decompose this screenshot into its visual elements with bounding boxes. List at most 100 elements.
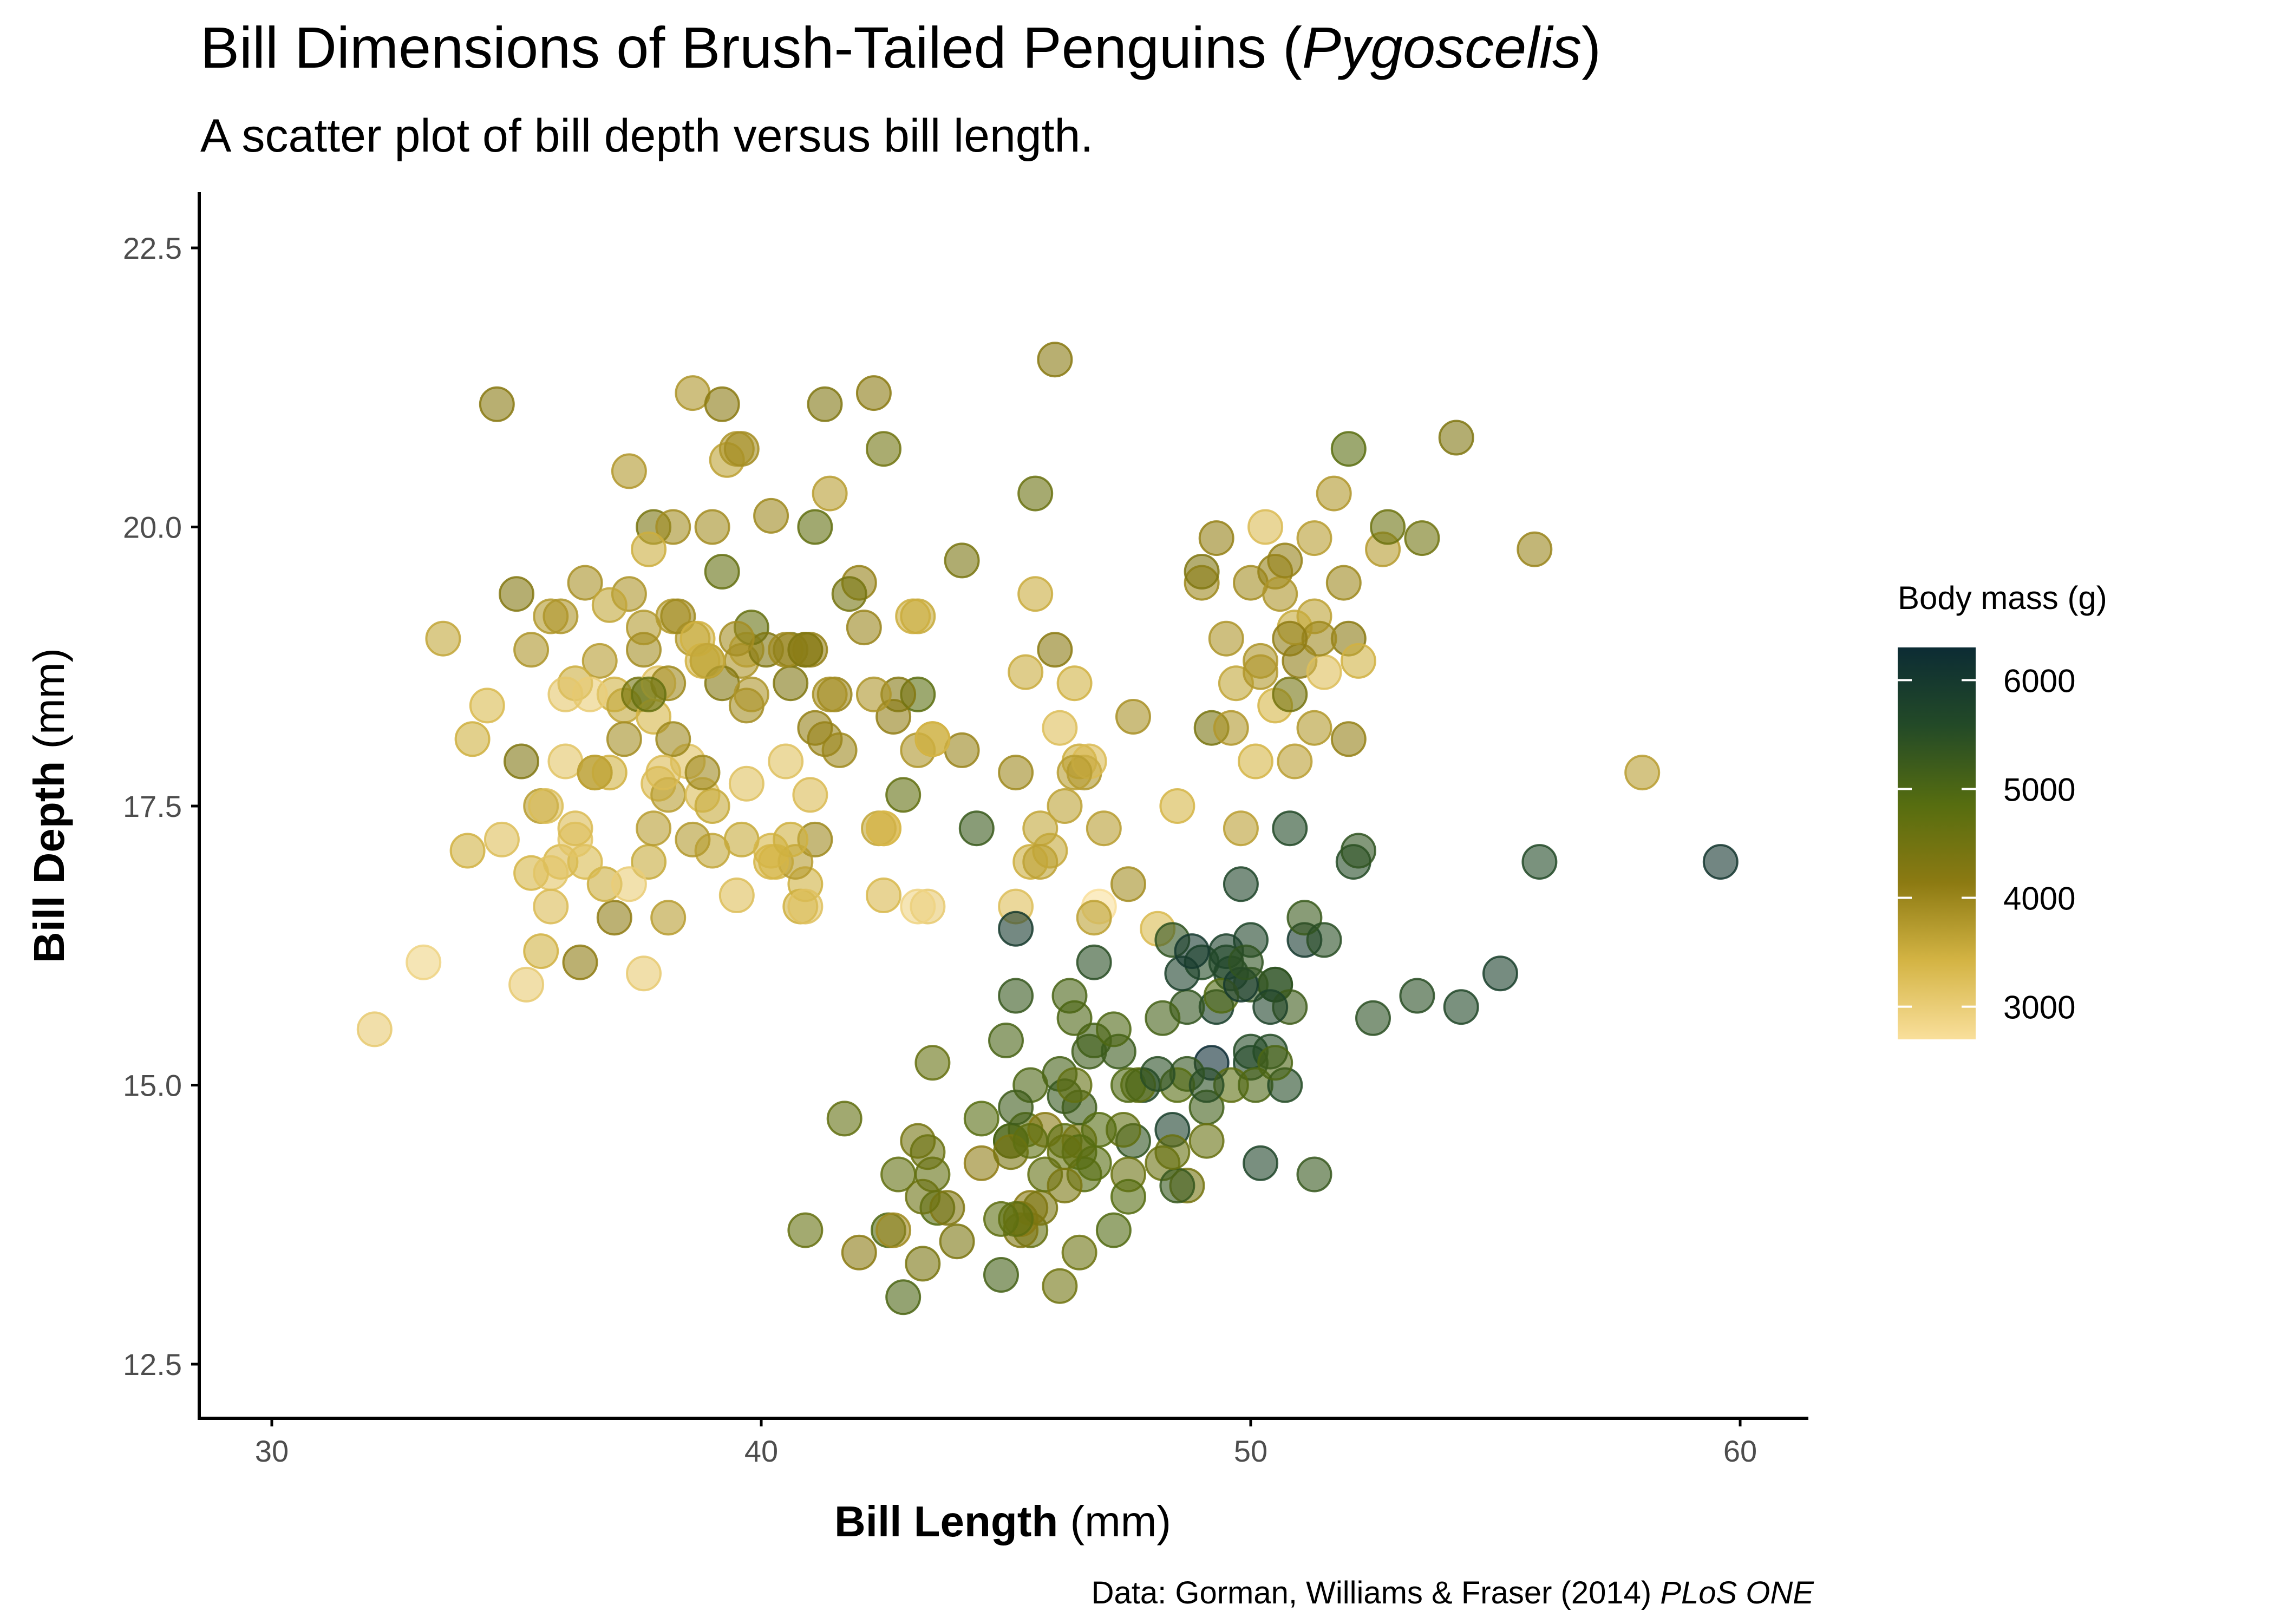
data-point — [1042, 710, 1078, 746]
data-point — [1247, 509, 1284, 545]
data-point — [1482, 955, 1518, 992]
data-point — [483, 821, 520, 857]
data-point — [998, 978, 1034, 1014]
data-point — [1076, 944, 1112, 980]
data-point — [773, 821, 809, 857]
data-point — [1174, 933, 1210, 970]
data-point — [831, 576, 867, 612]
data-point — [513, 632, 550, 668]
data-point — [1223, 810, 1259, 847]
data-point — [1404, 520, 1440, 556]
data-point — [1076, 900, 1112, 936]
data-point — [1296, 710, 1332, 746]
data-point — [846, 610, 882, 646]
data-point — [1159, 788, 1195, 824]
x-axis-title: Bill Length (mm) — [834, 1497, 1171, 1546]
y-axis-title: Bill Depth (mm) — [25, 648, 73, 963]
data-point — [1159, 1168, 1195, 1204]
data-point — [591, 587, 628, 623]
data-point — [885, 1279, 922, 1315]
data-point — [1022, 810, 1058, 847]
data-point — [1228, 944, 1264, 980]
data-point — [998, 755, 1034, 791]
data-point — [1223, 866, 1259, 902]
data-point — [905, 1246, 941, 1282]
data-point — [1521, 844, 1558, 880]
data-point — [1042, 1268, 1078, 1304]
data-point — [626, 955, 662, 992]
data-point — [983, 1257, 1019, 1293]
data-point — [885, 777, 922, 813]
data-point — [1267, 542, 1303, 579]
data-point — [733, 676, 769, 712]
data-point — [723, 431, 760, 467]
data-point — [1076, 1145, 1112, 1181]
data-point — [1213, 710, 1249, 746]
data-point — [425, 620, 461, 657]
data-point — [543, 598, 579, 634]
data-point — [1012, 1123, 1049, 1159]
data-point — [1188, 1067, 1225, 1103]
data-point — [684, 755, 721, 791]
data-point — [1277, 743, 1313, 780]
data-point — [1702, 844, 1739, 880]
data-point — [655, 721, 691, 757]
data-point — [1188, 1123, 1225, 1159]
y-tick-label: 12.5 — [123, 1347, 182, 1381]
chart-subtitle: A scatter plot of bill depth versus bill… — [200, 110, 1093, 162]
data-point — [523, 933, 559, 970]
x-ticks: 30 40 50 60 — [255, 1418, 1757, 1468]
data-point — [958, 810, 995, 847]
data-point — [689, 643, 726, 679]
data-point — [704, 386, 740, 422]
data-point — [650, 900, 687, 936]
data-point — [797, 710, 833, 746]
data-point — [1095, 1212, 1132, 1248]
data-point — [718, 620, 755, 657]
data-point — [1198, 520, 1234, 556]
points-layer — [356, 342, 1739, 1315]
data-point — [1370, 509, 1406, 545]
data-point — [636, 810, 672, 847]
data-point — [694, 788, 730, 824]
data-point — [1355, 1000, 1391, 1036]
data-point — [1017, 576, 1054, 612]
data-point — [645, 755, 682, 791]
data-point — [1262, 576, 1298, 612]
data-point — [807, 386, 843, 422]
data-point — [1296, 520, 1332, 556]
data-point — [787, 888, 824, 925]
legend-tick-label: 3000 — [2003, 990, 2075, 1026]
data-point — [499, 576, 534, 612]
data-point — [1061, 1234, 1097, 1271]
data-point — [855, 375, 892, 411]
data-point — [866, 878, 901, 913]
data-point — [963, 1101, 999, 1137]
data-point — [1330, 721, 1367, 757]
data-point — [875, 1212, 912, 1248]
data-point — [533, 888, 569, 925]
data-point — [596, 900, 632, 936]
data-point — [988, 1023, 1024, 1058]
data-point — [1399, 978, 1435, 1014]
legend-title: Body mass (g) — [1898, 580, 2107, 616]
data-point — [998, 1089, 1034, 1125]
data-point — [1095, 1011, 1132, 1047]
color-legend: Body mass (g) 3000 4000 5000 6000 — [1898, 580, 2107, 1039]
data-point — [1086, 810, 1122, 847]
data-point — [1047, 1168, 1083, 1204]
data-point — [1257, 1045, 1293, 1081]
data-point — [1517, 531, 1553, 567]
data-point — [1252, 989, 1289, 1025]
data-point — [812, 676, 848, 712]
data-point — [895, 598, 931, 634]
data-point — [655, 509, 691, 545]
data-point — [1145, 1000, 1181, 1036]
data-point — [1306, 922, 1342, 958]
data-point — [1022, 844, 1058, 880]
data-point — [1110, 866, 1146, 902]
data-point — [905, 1178, 941, 1215]
data-point — [675, 821, 711, 857]
data-point — [631, 676, 667, 712]
data-point — [1443, 989, 1479, 1025]
